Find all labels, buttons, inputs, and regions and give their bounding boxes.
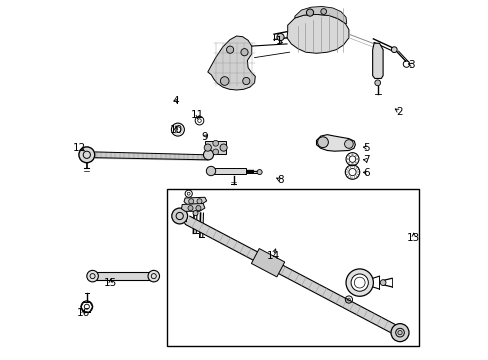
Bar	[204, 141, 226, 154]
Circle shape	[276, 33, 284, 41]
Circle shape	[148, 270, 159, 282]
Circle shape	[197, 199, 202, 204]
Circle shape	[351, 154, 352, 155]
Polygon shape	[183, 197, 206, 204]
Circle shape	[317, 137, 328, 148]
Circle shape	[351, 163, 352, 165]
Circle shape	[220, 77, 228, 85]
Text: 9: 9	[201, 132, 208, 142]
Circle shape	[193, 211, 198, 216]
Circle shape	[203, 150, 213, 160]
Text: 15: 15	[104, 278, 117, 288]
Circle shape	[346, 269, 373, 296]
Bar	[213, 168, 246, 174]
Polygon shape	[286, 14, 348, 53]
Circle shape	[397, 330, 401, 335]
Circle shape	[356, 158, 357, 160]
Text: 11: 11	[191, 110, 204, 120]
Circle shape	[354, 155, 356, 157]
Text: 10: 10	[169, 125, 183, 135]
Polygon shape	[316, 135, 355, 151]
Circle shape	[320, 9, 326, 14]
Polygon shape	[185, 216, 401, 336]
Text: 4: 4	[172, 96, 179, 106]
Text: 1: 1	[275, 36, 282, 46]
Circle shape	[257, 170, 262, 175]
Circle shape	[87, 270, 98, 282]
Circle shape	[79, 147, 95, 163]
Text: 8: 8	[277, 175, 283, 185]
Text: 6: 6	[363, 168, 369, 178]
Text: 14: 14	[266, 251, 279, 261]
Circle shape	[354, 162, 356, 163]
Circle shape	[206, 166, 215, 176]
Circle shape	[171, 208, 187, 224]
Circle shape	[390, 324, 408, 342]
Polygon shape	[207, 36, 255, 90]
Circle shape	[220, 144, 227, 151]
Circle shape	[226, 46, 233, 53]
Circle shape	[344, 140, 352, 148]
Text: 16: 16	[77, 308, 90, 318]
Text: 5: 5	[363, 143, 369, 153]
Polygon shape	[294, 6, 346, 23]
Polygon shape	[372, 43, 382, 78]
Text: 2: 2	[395, 107, 402, 117]
Circle shape	[242, 77, 249, 85]
Circle shape	[241, 49, 247, 56]
Circle shape	[374, 80, 380, 86]
Bar	[96, 272, 150, 280]
Circle shape	[380, 280, 385, 285]
Circle shape	[212, 149, 218, 155]
Text: 12: 12	[73, 143, 86, 153]
Circle shape	[204, 144, 211, 151]
Text: 7: 7	[363, 155, 369, 165]
Circle shape	[188, 199, 193, 204]
Bar	[167, 189, 418, 346]
Text: 13: 13	[406, 233, 420, 243]
Polygon shape	[251, 248, 284, 277]
Circle shape	[187, 206, 193, 211]
Circle shape	[306, 9, 313, 16]
Circle shape	[350, 274, 367, 291]
Circle shape	[348, 162, 349, 163]
Polygon shape	[181, 203, 204, 211]
Text: 3: 3	[408, 60, 414, 70]
Circle shape	[390, 47, 396, 53]
Circle shape	[348, 155, 349, 157]
Circle shape	[212, 140, 218, 146]
Circle shape	[346, 158, 348, 160]
Circle shape	[196, 206, 201, 211]
